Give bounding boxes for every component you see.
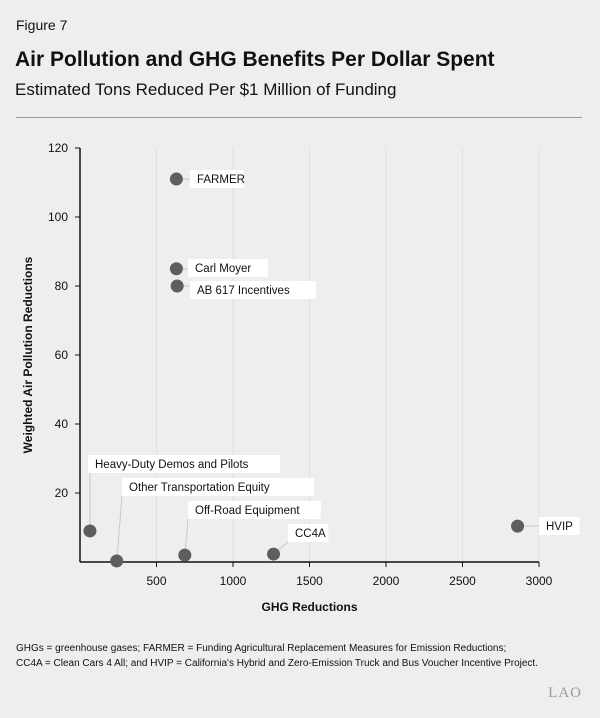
figure-label: Figure 7 (16, 17, 68, 33)
title-divider (16, 117, 582, 118)
point-label: Heavy-Duty Demos and Pilots (95, 459, 249, 471)
point-label: HVIP (546, 521, 573, 533)
x-tick-label: 3000 (526, 574, 553, 588)
chart-subtitle: Estimated Tons Reduced Per $1 Million of… (15, 80, 397, 99)
label-box (122, 478, 315, 496)
label-box (539, 517, 580, 535)
data-point (169, 262, 183, 276)
leader-line (116, 495, 123, 562)
y-tick-label: 40 (55, 417, 69, 431)
y-tick-label: 20 (55, 486, 69, 500)
label-box (188, 259, 268, 277)
point-label: Other Transportation Equity (129, 482, 270, 494)
footnote-line: CC4A = Clean Cars 4 All; and HVIP = Cali… (16, 658, 538, 669)
data-point (511, 519, 525, 533)
x-tick-label: 500 (146, 574, 166, 588)
x-axis-label: GHG Reductions (261, 600, 357, 614)
x-tick-label: 2500 (449, 574, 476, 588)
data-point (178, 548, 192, 562)
data-point (169, 172, 183, 186)
point-label: CC4A (295, 528, 326, 540)
data-point (267, 547, 281, 561)
data-point (83, 524, 97, 538)
footnote-line: GHGs = greenhouse gases; FARMER = Fundin… (16, 643, 507, 654)
point-label: AB 617 Incentives (197, 285, 290, 297)
point-label: Off-Road Equipment (195, 505, 300, 517)
y-tick-label: 60 (55, 348, 69, 362)
y-tick-label: 80 (55, 279, 69, 293)
label-box (190, 281, 317, 299)
chart-title: Air Pollution and GHG Benefits Per Dolla… (15, 48, 495, 71)
x-tick-label: 2000 (373, 574, 400, 588)
footnotes: GHGs = greenhouse gases; FARMER = Fundin… (16, 641, 596, 671)
x-tick-label: 1000 (220, 574, 247, 588)
y-axis-label: Weighted Air Pollution Reductions (21, 256, 35, 453)
label-box (190, 170, 244, 188)
point-label: Carl Moyer (195, 263, 251, 275)
y-tick-label: 100 (48, 210, 68, 224)
lao-logo: LAO (548, 685, 582, 701)
label-box (288, 524, 329, 542)
point-label: FARMER (197, 174, 245, 186)
label-box (88, 455, 281, 473)
data-point (170, 279, 184, 293)
label-box (188, 501, 321, 519)
x-tick-label: 1500 (296, 574, 323, 588)
data-point (110, 554, 124, 568)
y-tick-label: 120 (48, 141, 68, 155)
